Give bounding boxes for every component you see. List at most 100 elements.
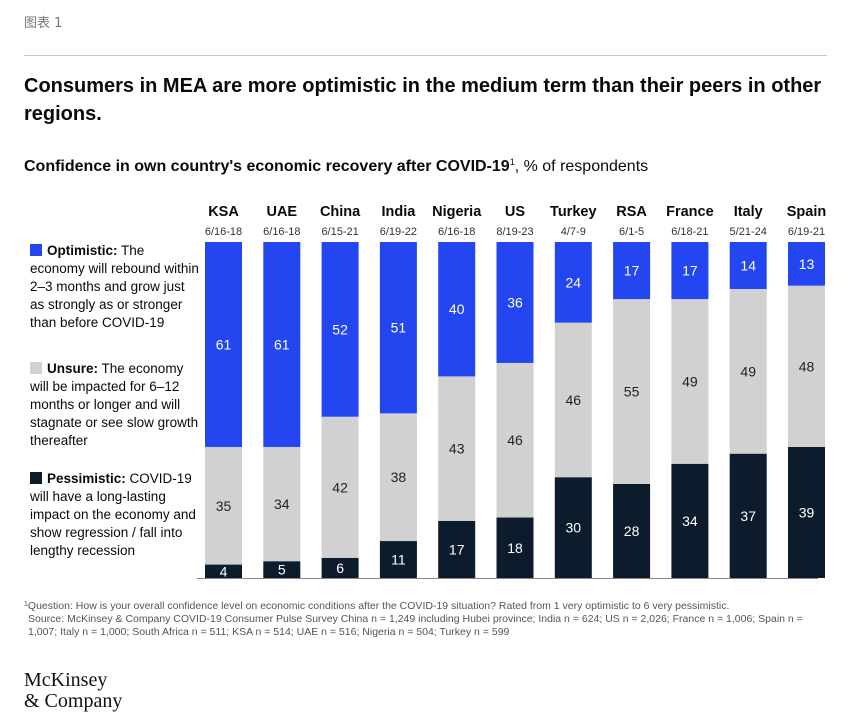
category-label-india: India [381, 204, 416, 220]
bar-pessimistic-india [379, 541, 417, 578]
footnote-marker: 1 [24, 601, 28, 608]
footnote-question-text: Question: How is your overall confidence… [27, 600, 730, 612]
bar-unsure-turkey [554, 322, 592, 478]
data-label-unsure-us: 46 [507, 432, 523, 448]
bar-unsure-us [496, 362, 534, 518]
top-divider [24, 55, 827, 56]
bar-pessimistic-rsa [613, 483, 651, 578]
category-date-china: 6/15-21 [321, 226, 358, 238]
category-label-turkey: Turkey [550, 204, 596, 220]
bar-optimistic-us [496, 242, 534, 363]
legend-swatch-optimistic [30, 244, 42, 256]
category-date-france: 6/18-21 [671, 226, 708, 238]
category-label-china: China [320, 204, 361, 220]
data-label-optimistic-uae: 61 [274, 336, 290, 352]
data-label-optimistic-france: 17 [682, 263, 698, 279]
data-label-unsure-rsa: 55 [624, 384, 640, 400]
footnote-question: 1Question: How is your overall confidenc… [24, 598, 824, 613]
bar-unsure-india [379, 413, 417, 542]
bar-pessimistic-china [321, 557, 359, 578]
legend-item-optimistic: Optimistic: The economy will rebound wit… [30, 242, 200, 332]
bar-unsure-ksa [205, 446, 242, 565]
data-label-pessimistic-us: 18 [507, 540, 523, 556]
data-label-unsure-france: 49 [682, 373, 698, 389]
legend-swatch-pessimistic [30, 472, 42, 484]
data-label-unsure-china: 42 [332, 479, 348, 495]
subtitle-footnote-marker: 1 [509, 157, 515, 167]
footnote-source: Source: McKinsey & Company COVID-19 Cons… [28, 613, 803, 638]
data-label-pessimistic-france: 34 [682, 513, 698, 529]
category-date-ksa: 6/16-18 [205, 226, 242, 238]
data-label-optimistic-turkey: 24 [566, 274, 582, 290]
bar-optimistic-nigeria [438, 242, 476, 377]
bar-pessimistic-italy [729, 453, 767, 578]
data-label-optimistic-ksa: 61 [216, 336, 232, 352]
legend-label-unsure: Unsure: [47, 361, 99, 376]
legend-item-pessimistic: Pessimistic: COVID-19 will have a long-l… [30, 470, 200, 560]
data-label-unsure-turkey: 46 [566, 392, 582, 408]
bar-optimistic-france [671, 242, 709, 300]
chart-title: Consumers in MEA are more optimistic in … [24, 75, 822, 125]
category-label-rsa: RSA [616, 204, 647, 220]
category-label-italy: Italy [734, 204, 763, 220]
category-date-turkey: 4/7-9 [561, 226, 586, 238]
data-label-optimistic-italy: 14 [740, 258, 756, 274]
bar-unsure-rsa [613, 299, 651, 484]
data-label-optimistic-spain: 13 [799, 256, 815, 272]
legend-label-optimistic: Optimistic: [47, 243, 118, 258]
bar-optimistic-rsa [613, 242, 651, 300]
data-label-pessimistic-ksa: 4 [220, 563, 228, 579]
data-label-optimistic-india: 51 [391, 320, 407, 336]
legend-text-optimistic: The economy will rebound within 2–3 mont… [30, 243, 199, 330]
logo-line-2: & Company [24, 690, 123, 712]
bar-unsure-uae [263, 446, 301, 562]
category-date-spain: 6/19-21 [788, 226, 825, 238]
bar-pessimistic-us [496, 517, 534, 578]
data-label-pessimistic-turkey: 30 [566, 520, 582, 536]
data-label-unsure-spain: 48 [799, 358, 815, 374]
data-label-unsure-italy: 49 [740, 363, 756, 379]
category-label-spain: Spain [787, 204, 826, 220]
category-date-nigeria: 6/16-18 [438, 226, 475, 238]
category-label-us: US [505, 204, 525, 220]
bar-optimistic-india [379, 242, 417, 414]
subtitle-bold: Confidence in own country's economic rec… [24, 158, 510, 175]
bar-optimistic-uae [263, 242, 301, 447]
data-label-pessimistic-china: 6 [336, 560, 344, 576]
data-label-pessimistic-spain: 39 [799, 504, 815, 520]
data-label-pessimistic-italy: 37 [740, 508, 756, 524]
figure-label: 图表 1 [24, 16, 63, 31]
data-label-optimistic-china: 52 [332, 321, 348, 337]
data-label-pessimistic-nigeria: 17 [449, 541, 465, 557]
bar-pessimistic-spain [788, 446, 825, 578]
bar-optimistic-turkey [554, 242, 592, 323]
data-label-optimistic-nigeria: 40 [449, 301, 465, 317]
bar-optimistic-ksa [205, 242, 242, 447]
bar-unsure-france [671, 299, 709, 464]
bar-optimistic-china [321, 242, 359, 417]
category-label-uae: UAE [266, 204, 297, 220]
category-label-nigeria: Nigeria [432, 204, 482, 220]
logo-line-1: McKinsey [24, 669, 108, 691]
mckinsey-logo: McKinsey & Company [24, 670, 122, 712]
category-date-uae: 6/16-18 [263, 226, 300, 238]
category-date-rsa: 6/1-5 [619, 226, 644, 238]
legend-item-unsure: Unsure: The economy will be impacted for… [30, 360, 200, 450]
legend-swatch-unsure [30, 362, 42, 374]
bar-pessimistic-ksa [205, 564, 242, 578]
bar-unsure-china [321, 416, 359, 558]
bar-pessimistic-france [671, 463, 709, 578]
data-label-pessimistic-rsa: 28 [624, 523, 640, 539]
category-date-us: 8/19-23 [496, 226, 533, 238]
bar-unsure-spain [788, 285, 825, 447]
bar-unsure-nigeria [438, 376, 476, 521]
data-label-optimistic-rsa: 17 [624, 263, 640, 279]
bar-pessimistic-uae [263, 561, 301, 578]
footnote: 1Question: How is your overall confidenc… [24, 598, 824, 639]
data-label-pessimistic-india: 11 [391, 552, 406, 568]
data-label-unsure-nigeria: 43 [449, 441, 465, 457]
chart-subtitle: Confidence in own country's economic rec… [24, 152, 824, 177]
legend-text-pessimistic: COVID-19 will have a long-lasting impact… [30, 471, 196, 558]
legend-text-unsure: The economy will be impacted for 6–12 mo… [30, 361, 199, 448]
